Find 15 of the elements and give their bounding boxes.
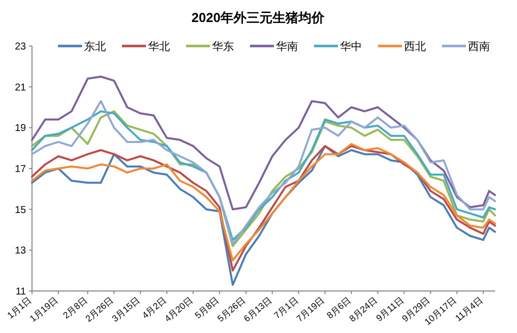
legend-label: 华南 xyxy=(276,40,298,53)
legend-label: 东北 xyxy=(84,40,106,53)
legend-label: 华东 xyxy=(212,40,234,53)
y-tick-label: 19 xyxy=(14,123,26,134)
legend-label: 华北 xyxy=(148,40,170,53)
legend-label: 西北 xyxy=(404,40,426,53)
y-tick-label: 23 xyxy=(14,42,26,52)
y-tick-label: 13 xyxy=(14,246,26,257)
y-tick-label: 21 xyxy=(14,82,26,94)
legend-label: 西南 xyxy=(468,40,490,53)
legend-label: 华中 xyxy=(340,40,362,53)
y-tick-label: 11 xyxy=(16,286,26,298)
chart-title: 2020年外三元生猪均价 xyxy=(192,10,326,25)
y-tick-label: 15 xyxy=(14,204,26,216)
y-tick-label: 17 xyxy=(14,164,26,175)
